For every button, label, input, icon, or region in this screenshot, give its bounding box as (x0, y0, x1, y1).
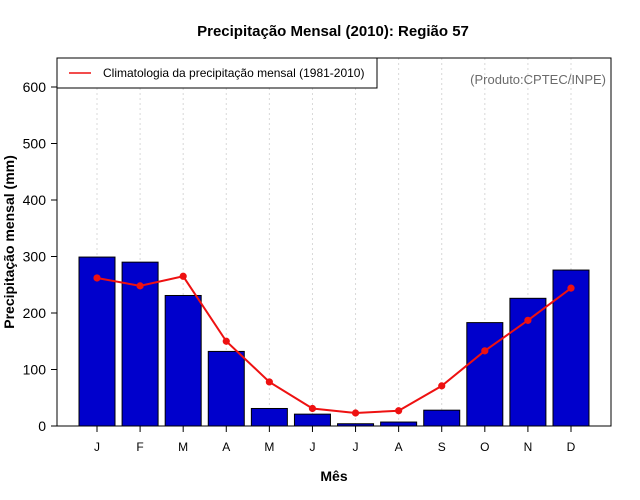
precipitation-bar (466, 322, 504, 427)
y-tick-label: 100 (23, 362, 47, 378)
y-axis-title: Precipitação mensal (mm) (1, 155, 17, 329)
x-tick-label: M (264, 440, 274, 454)
y-tick-label: 300 (23, 249, 47, 265)
climatology-series (93, 272, 575, 417)
y-axis-ticks: 0 100 200 300 400 500 600 (23, 79, 57, 434)
precipitation-bar (207, 350, 245, 427)
x-tick-label: N (524, 440, 533, 454)
credit-text: (Produto:CPTEC/INPE) (470, 72, 606, 87)
climatology-point (136, 282, 144, 290)
precipitation-bar (250, 407, 288, 427)
climatology-point (308, 404, 317, 413)
chart-title: Precipitação Mensal (2010): Região 57 (197, 23, 469, 40)
y-tick-label: 200 (23, 305, 47, 321)
x-tick-label: A (222, 440, 230, 454)
y-tick-label: 600 (23, 79, 47, 95)
precipitation-bar (380, 421, 418, 427)
x-tick-label: F (136, 440, 143, 454)
legend-box (56, 57, 378, 89)
climatology-point (265, 378, 273, 386)
precipitation-bar (293, 413, 331, 427)
climatology-point (481, 347, 489, 355)
climatology-point (395, 407, 403, 415)
climatology-point (179, 272, 187, 280)
y-tick-label: 400 (23, 192, 47, 208)
climatology-point (222, 337, 230, 345)
x-axis-title: Mês (320, 468, 347, 484)
legend-label: Climatologia da precipitação mensal (198… (103, 66, 364, 80)
x-tick-label: S (438, 440, 446, 454)
climatology-point (524, 316, 532, 324)
precipitation-bar (78, 256, 116, 427)
y-tick-label: 500 (23, 136, 47, 152)
climatology-point (567, 284, 575, 292)
x-tick-label: A (395, 440, 403, 454)
precipitation-bar (164, 294, 202, 427)
climatology-point (438, 382, 446, 390)
climatology-point (351, 409, 360, 417)
x-tick-label: J (94, 440, 100, 454)
x-tick-label: J (309, 440, 315, 454)
x-tick-label: D (567, 440, 576, 454)
climatology-line (96, 275, 572, 415)
legend: Climatologia da precipitação mensal (198… (56, 57, 378, 89)
x-tick-label: J (353, 440, 359, 454)
x-tick-label: O (480, 440, 489, 454)
x-tick-label: M (178, 440, 188, 454)
climatology-point (93, 274, 101, 282)
y-tick-label: 0 (38, 418, 46, 434)
precipitation-bar (552, 269, 590, 427)
precipitation-bar (423, 409, 461, 427)
